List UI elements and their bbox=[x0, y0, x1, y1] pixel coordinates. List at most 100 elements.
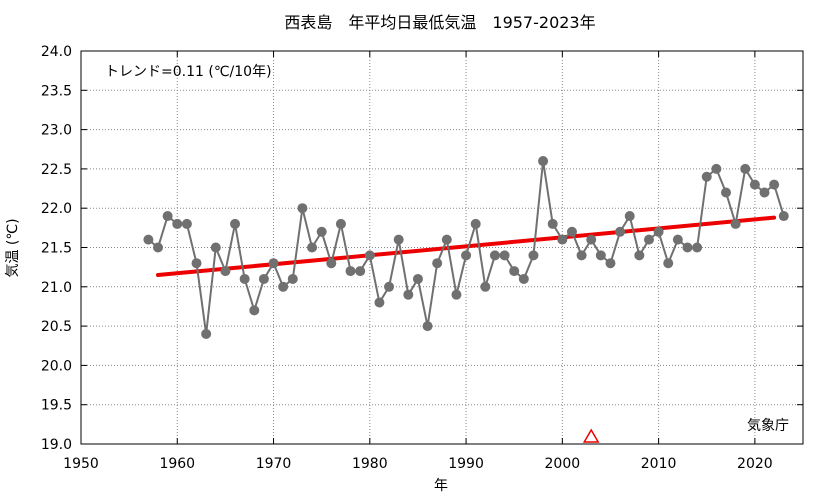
data-point bbox=[586, 234, 597, 245]
data-point bbox=[278, 281, 289, 292]
data-point bbox=[230, 218, 241, 229]
station-change-marker bbox=[582, 428, 600, 443]
y-tick-label: 20.5 bbox=[41, 319, 72, 335]
data-point bbox=[711, 163, 722, 174]
data-point bbox=[191, 258, 202, 269]
data-point bbox=[297, 203, 308, 214]
y-tick-label: 21.5 bbox=[41, 241, 72, 257]
data-point bbox=[653, 226, 664, 237]
x-tick-label: 1950 bbox=[63, 456, 99, 472]
x-axis-ticks: 1950 1960 1970 1980 1990 2000 2010 2020 bbox=[63, 51, 773, 472]
data-point bbox=[557, 234, 568, 245]
data-point bbox=[778, 211, 789, 222]
data-point bbox=[441, 234, 452, 245]
y-tick-label: 23.5 bbox=[41, 83, 72, 99]
data-point bbox=[595, 250, 606, 261]
data-point bbox=[538, 156, 549, 167]
data-point bbox=[210, 242, 221, 253]
data-point bbox=[287, 273, 298, 284]
data-point bbox=[663, 258, 674, 269]
data-point bbox=[181, 218, 192, 229]
y-axis-label: 気温 (℃) bbox=[5, 218, 21, 277]
y-axis-ticks: 19.0 19.5 20.0 20.5 21.0 21.5 22.0 22.5 23.0 23.5… bbox=[41, 44, 803, 453]
trend-line bbox=[156, 215, 777, 278]
y-tick-label: 24.0 bbox=[41, 44, 72, 60]
data-point bbox=[701, 171, 712, 182]
data-point bbox=[489, 250, 500, 261]
data-point bbox=[730, 218, 741, 229]
trend-line-path bbox=[156, 215, 777, 278]
data-point bbox=[393, 234, 404, 245]
x-tick-label: 2000 bbox=[545, 456, 581, 472]
data-point bbox=[566, 226, 577, 237]
data-point bbox=[759, 187, 770, 198]
data-point bbox=[499, 250, 510, 261]
y-tick-label: 19.5 bbox=[41, 398, 72, 414]
source-label: 気象庁 bbox=[747, 418, 789, 434]
data-point bbox=[509, 266, 520, 277]
data-point bbox=[672, 234, 683, 245]
data-point bbox=[605, 258, 616, 269]
trend-annotation: トレンド=0.11 (℃/10年) bbox=[105, 64, 272, 80]
data-point bbox=[412, 273, 423, 284]
data-point bbox=[345, 266, 356, 277]
data-point bbox=[374, 297, 385, 308]
data-point bbox=[326, 258, 337, 269]
data-point bbox=[432, 258, 443, 269]
x-axis-label: 年 bbox=[434, 478, 448, 494]
data-point bbox=[422, 321, 433, 332]
y-tick-label: 22.5 bbox=[41, 162, 72, 178]
data-point bbox=[307, 242, 318, 253]
y-tick-label: 23.0 bbox=[41, 123, 72, 139]
data-point bbox=[518, 273, 529, 284]
data-point bbox=[720, 187, 731, 198]
data-point bbox=[643, 234, 654, 245]
x-tick-label: 1990 bbox=[448, 456, 484, 472]
x-tick-label: 1970 bbox=[256, 456, 292, 472]
y-tick-label: 22.0 bbox=[41, 201, 72, 217]
data-point bbox=[364, 250, 375, 261]
data-point bbox=[239, 273, 250, 284]
x-tick-label: 2010 bbox=[641, 456, 677, 472]
data-point bbox=[384, 281, 395, 292]
data-point bbox=[249, 305, 260, 316]
data-point bbox=[172, 218, 183, 229]
data-point bbox=[576, 250, 587, 261]
data-point bbox=[201, 328, 212, 339]
data-point bbox=[153, 242, 164, 253]
data-series bbox=[143, 156, 789, 339]
data-point bbox=[624, 211, 635, 222]
y-tick-label: 21.0 bbox=[41, 280, 72, 296]
data-point bbox=[769, 179, 780, 190]
x-tick-label: 2020 bbox=[737, 456, 773, 472]
data-point bbox=[403, 289, 414, 300]
data-point bbox=[268, 258, 279, 269]
data-point bbox=[480, 281, 491, 292]
data-point bbox=[528, 250, 539, 261]
data-point bbox=[461, 250, 472, 261]
x-tick-label: 1960 bbox=[159, 456, 195, 472]
data-point bbox=[740, 163, 751, 174]
y-tick-label: 20.0 bbox=[41, 358, 72, 374]
data-point bbox=[258, 273, 269, 284]
triangle-marker bbox=[582, 428, 600, 443]
data-point bbox=[615, 226, 626, 237]
chart-title: 西表島 年平均日最低気温 1957-2023年 bbox=[284, 13, 595, 32]
data-point bbox=[316, 226, 327, 237]
data-point bbox=[143, 234, 154, 245]
data-point bbox=[162, 211, 173, 222]
data-point bbox=[451, 289, 462, 300]
data-point bbox=[355, 266, 366, 277]
plot-frame bbox=[80, 50, 804, 445]
data-point bbox=[749, 179, 760, 190]
y-tick-label: 19.0 bbox=[41, 437, 72, 453]
data-point bbox=[634, 250, 645, 261]
x-tick-label: 1980 bbox=[352, 456, 388, 472]
data-point bbox=[682, 242, 693, 253]
data-point bbox=[547, 218, 558, 229]
data-point bbox=[335, 218, 346, 229]
data-point bbox=[220, 266, 231, 277]
data-point bbox=[692, 242, 703, 253]
data-point bbox=[470, 218, 481, 229]
